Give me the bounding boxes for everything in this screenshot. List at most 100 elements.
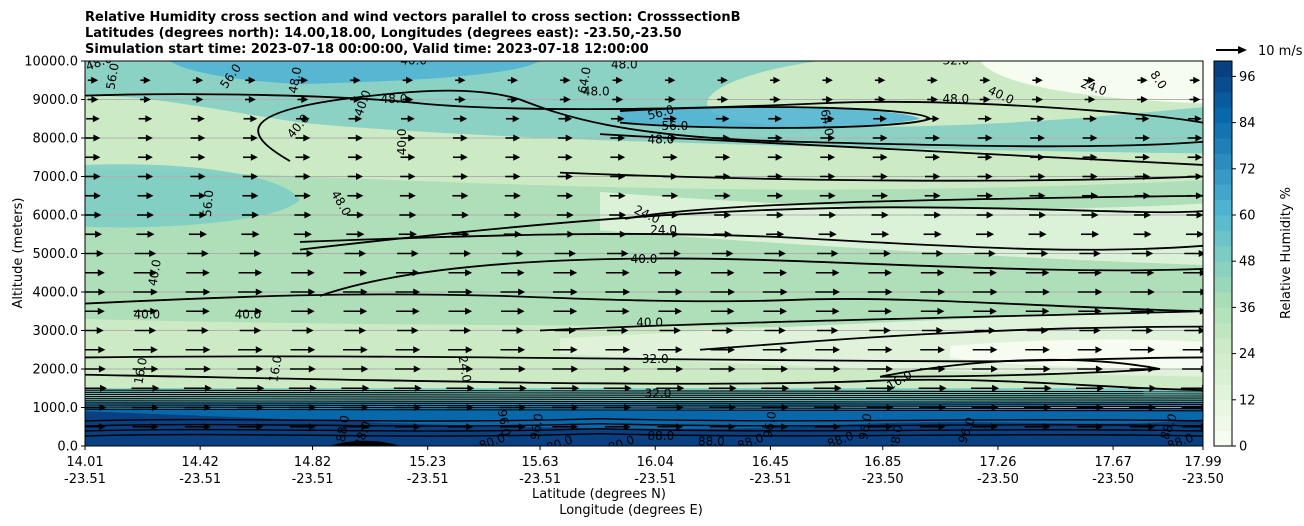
wind-arrow-head: [990, 346, 998, 354]
wind-arrow-head: [152, 384, 160, 392]
wind-arrow-head: [886, 365, 894, 373]
wind-arrow-head: [353, 76, 361, 84]
wind-arrow-head: [460, 173, 468, 180]
x-tick-label-lon: -23.50: [1092, 472, 1134, 487]
x-tick-label-lat: 14.82: [294, 455, 331, 470]
wind-arrow-head: [412, 269, 420, 277]
wind-arrow-head: [1037, 134, 1045, 142]
wind-arrow-head: [983, 96, 991, 103]
wind-arrow-head: [462, 230, 470, 238]
x-tick-label-lat: 15.63: [521, 455, 558, 470]
wind-arrow-head: [571, 365, 579, 373]
wind-arrow-head: [362, 384, 370, 392]
wind-arrow-head: [671, 192, 679, 200]
contour-label: 24.0: [650, 223, 677, 237]
wind-arrow-head: [512, 115, 520, 123]
wind-arrow-head: [985, 173, 993, 180]
wind-arrow-head: [618, 153, 626, 161]
wind-arrow-head: [570, 288, 578, 296]
wind-arrow-head: [565, 115, 573, 123]
wind-arrow-head: [465, 307, 473, 315]
wind-arrow-head: [1142, 115, 1150, 123]
y-axis-label: Altitude (meters): [11, 198, 26, 309]
wind-arrow-head: [933, 173, 941, 180]
wind-arrow-head: [990, 365, 998, 373]
wind-arrow-head: [780, 346, 788, 354]
x-axis-label-longitude: Longitude (degrees E): [559, 503, 703, 518]
wind-arrow-head: [306, 250, 314, 257]
x-tick-label-lon: -23.51: [634, 472, 676, 487]
wind-arrow-head: [514, 230, 522, 238]
wind-arrow-head: [146, 211, 154, 219]
contour-label: 88.0: [647, 429, 674, 443]
wind-arrow-head: [513, 153, 521, 161]
contour-line: [85, 432, 1203, 437]
x-tick-label-lat: 16.85: [864, 455, 901, 470]
wind-arrow-head: [992, 384, 1000, 392]
wind-arrow-head: [1199, 269, 1203, 277]
wind-arrow-head: [304, 211, 312, 219]
wind-arrow-head: [937, 269, 945, 277]
wind-arrow-head: [1147, 307, 1155, 315]
wind-arrow-head: [617, 115, 625, 123]
wind-arrow-head: [414, 384, 422, 392]
chart-title-line-1: Relative Humidity cross section and wind…: [85, 10, 741, 25]
contour-label: 48.0: [583, 84, 610, 98]
wind-arrow-head: [307, 269, 315, 277]
wind-arrow-head: [1035, 96, 1043, 103]
colorbar-band: [1214, 61, 1232, 77]
wind-arrow-head: [1148, 404, 1156, 411]
wind-arrow-head: [151, 423, 159, 431]
wind-arrow-head: [465, 269, 473, 277]
y-tick-label: 5000.0: [33, 247, 79, 262]
contour-line: [85, 389, 1203, 393]
wind-arrow-head: [1142, 153, 1150, 161]
wind-arrow-head: [1037, 153, 1045, 161]
wind-arrow-head: [256, 423, 264, 431]
wind-arrow-head: [778, 327, 786, 334]
wind-arrow-head: [201, 250, 209, 257]
wind-arrow-head: [985, 153, 993, 161]
wind-arrow-head: [202, 269, 210, 277]
wind-arrow-head: [361, 423, 369, 431]
wind-arrow-head: [563, 76, 571, 84]
wind-arrow-head: [671, 211, 679, 219]
contour-label: 16.0: [266, 355, 284, 384]
wind-arrow-head: [303, 173, 311, 180]
x-tick-label-lon: -23.51: [519, 472, 561, 487]
contour-label: 56.0: [200, 189, 216, 217]
wind-arrow-head: [466, 404, 474, 411]
contour-label: 32.0: [645, 387, 672, 401]
wind-arrow-head: [934, 211, 942, 219]
wind-arrow-head: [878, 96, 886, 103]
contour-line: [85, 427, 1203, 432]
wind-arrow-head: [308, 346, 316, 354]
wind-arrow-head: [251, 192, 259, 200]
wind-arrow-head: [461, 211, 469, 219]
wind-arrow-head: [570, 269, 578, 277]
x-tick-label-lon: -23.51: [64, 472, 106, 487]
wind-arrow-head: [516, 327, 524, 334]
wind-arrow-head: [1091, 211, 1099, 219]
x-tick-label-lon: -23.50: [977, 472, 1019, 487]
wind-arrow-head: [518, 288, 526, 296]
wind-arrow-head: [887, 384, 895, 392]
wind-arrow-head: [1193, 96, 1201, 103]
wind-arrow-head: [519, 404, 527, 411]
wind-arrow-head: [567, 230, 575, 238]
wind-arrow-head: [618, 173, 626, 180]
wind-arrow-head: [675, 269, 683, 277]
colorbar-tick-label: 48: [1239, 255, 1256, 270]
contour-line: [699, 325, 1203, 351]
wind-arrow-head: [724, 211, 732, 219]
wind-arrow-head: [465, 288, 473, 296]
wind-arrow-head: [517, 307, 525, 315]
contour-label: 40.0: [146, 258, 164, 287]
wind-arrow-head: [934, 230, 942, 238]
wind-arrow-head: [726, 250, 734, 257]
colorbar-band: [1214, 292, 1232, 308]
wind-arrow-head: [1200, 346, 1203, 354]
wind-arrow-head: [302, 115, 310, 123]
wind-arrow-head: [1038, 173, 1046, 180]
wind-arrow-head: [1044, 404, 1052, 411]
